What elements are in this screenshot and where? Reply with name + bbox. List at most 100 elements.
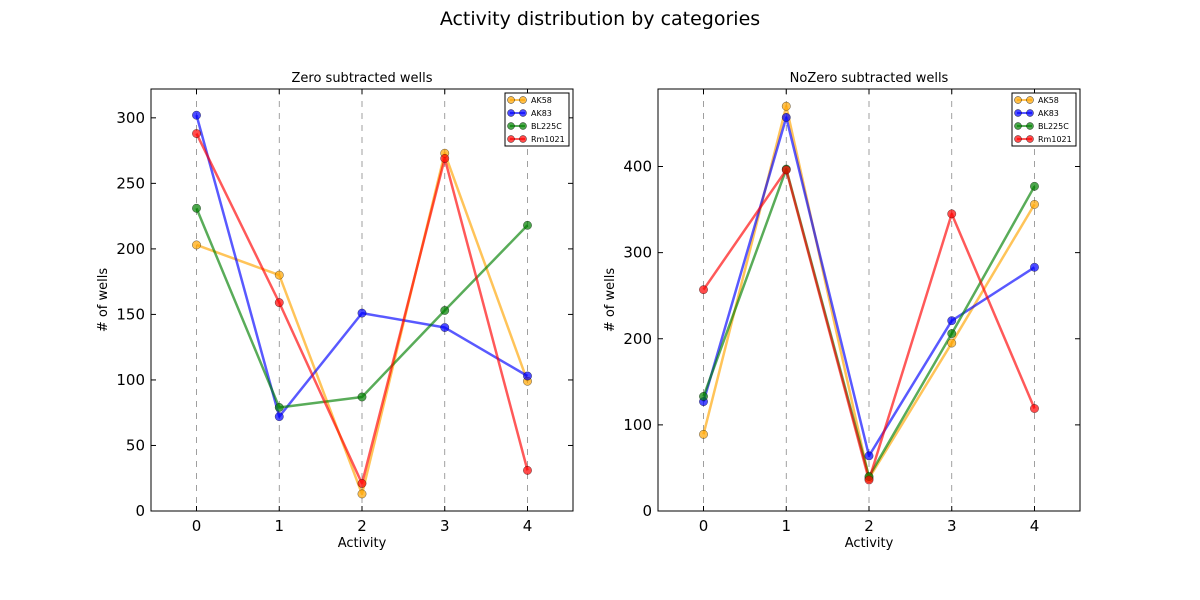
chart-panel-nozero-subtracted: 0 1 2 3 4 0 100 200 300 400 NoZero subtracted well… (603, 71, 1081, 551)
y-tick-label: 0 (642, 502, 652, 520)
y-axis-label: # of wells (96, 268, 111, 333)
figure-title: Activity distribution by categories (439, 8, 761, 30)
data-point-bl225c (274, 403, 284, 412)
x-tick-label: 2 (357, 517, 367, 535)
legend: AK58 AK83 BL225C Rm1021 (1011, 92, 1077, 147)
data-point-rm1021 (864, 475, 874, 485)
y-tick-label: 300 (116, 109, 145, 127)
legend-label: BL225C (1038, 122, 1069, 131)
y-tick-label: 150 (116, 305, 145, 323)
legend-marker (519, 122, 527, 130)
y-tick-label: 200 (116, 240, 145, 258)
legend-item: AK83 (1014, 109, 1059, 118)
data-point-ak58 (192, 240, 201, 250)
legend-marker (1026, 109, 1034, 117)
data-point-ak83 (192, 110, 201, 120)
data-point-ak83 (1030, 262, 1039, 272)
legend-marker (1014, 109, 1022, 117)
legend-marker (1026, 96, 1034, 104)
data-point-ak58 (357, 489, 367, 499)
legend-marker (1014, 96, 1022, 104)
data-point-bl225c (699, 392, 708, 401)
data-point-rm1021 (1030, 404, 1039, 413)
x-tick-label: 1 (274, 517, 284, 535)
data-point-ak58 (781, 101, 791, 111)
y-tick-label: 100 (623, 416, 652, 434)
legend-label: AK83 (531, 109, 552, 118)
data-point-ak83 (274, 412, 284, 422)
x-tick-label: 1 (781, 517, 791, 535)
data-point-ak83 (947, 316, 957, 326)
legend-item: BL225C (507, 122, 562, 131)
x-axis-label: Activity (338, 536, 387, 551)
data-point-rm1021 (947, 209, 957, 219)
data-point-ak83 (357, 308, 367, 318)
legend-marker (519, 135, 527, 143)
legend-box (504, 92, 570, 147)
y-axis-label: # of wells (603, 268, 618, 333)
x-tick-label: 4 (1030, 517, 1040, 535)
legend-marker (1026, 122, 1034, 130)
data-point-bl225c (947, 329, 957, 339)
x-tick-label: 3 (440, 517, 450, 535)
data-point-rm1021 (357, 479, 367, 488)
legend-marker (507, 122, 515, 130)
chart-panel-zero-subtracted: 0 1 2 3 4 0 50 100 150 200 250 300 Zero subtracted w… (96, 71, 574, 551)
y-tick-label: 400 (623, 158, 652, 176)
x-axis-label: Activity (845, 536, 894, 551)
x-tick-label: 3 (947, 517, 957, 535)
x-tick-label: 4 (523, 517, 533, 535)
data-point-bl225c (440, 306, 450, 315)
data-point-ak58 (699, 429, 708, 439)
legend-marker (1014, 122, 1022, 130)
data-point-rm1021 (781, 165, 791, 175)
panel-title: NoZero subtracted wells (790, 71, 949, 86)
data-point-ak58 (947, 338, 957, 348)
data-point-bl225c (192, 203, 201, 213)
legend-label: BL225C (531, 122, 562, 131)
legend-item: AK83 (507, 109, 552, 118)
x-tick-label: 0 (192, 517, 202, 535)
legend-item: Rm1021 (1014, 135, 1072, 144)
y-tick-label: 100 (116, 371, 145, 389)
data-point-rm1021 (274, 298, 284, 308)
legend-label: AK58 (531, 96, 552, 105)
x-tick-label: 0 (699, 517, 709, 535)
data-point-ak83 (523, 371, 532, 381)
y-tick-label: 50 (126, 436, 145, 454)
legend-marker (519, 109, 527, 117)
legend-item: BL225C (1014, 122, 1069, 131)
data-point-ak83 (864, 451, 874, 461)
data-point-ak83 (781, 112, 791, 122)
x-tick-label: 2 (864, 517, 874, 535)
legend-marker (519, 96, 527, 104)
legend-marker (1026, 135, 1034, 143)
legend-label: Rm1021 (1038, 135, 1072, 144)
legend-label: AK83 (1038, 109, 1059, 118)
legend: AK58 AK83 BL225C Rm1021 (504, 92, 570, 147)
y-tick-label: 300 (623, 244, 652, 262)
legend-box (1011, 92, 1077, 147)
data-point-bl225c (523, 220, 532, 230)
y-tick-label: 0 (135, 502, 145, 520)
data-point-rm1021 (699, 285, 708, 295)
legend-marker (507, 135, 515, 143)
legend-item: Rm1021 (507, 135, 565, 144)
data-point-ak58 (274, 270, 284, 280)
data-point-bl225c (357, 392, 367, 402)
legend-label: AK58 (1038, 96, 1059, 105)
legend-label: Rm1021 (531, 135, 565, 144)
data-point-rm1021 (192, 129, 201, 139)
legend-item: AK58 (507, 96, 552, 105)
y-tick-label: 200 (623, 330, 652, 348)
data-point-rm1021 (523, 465, 532, 475)
data-point-rm1021 (440, 154, 450, 163)
y-tick-label: 250 (116, 174, 145, 192)
legend-marker (507, 109, 515, 117)
legend-marker (507, 96, 515, 104)
legend-marker (1014, 135, 1022, 143)
legend-item: AK58 (1014, 96, 1059, 105)
panel-title: Zero subtracted wells (292, 71, 433, 86)
data-point-ak83 (440, 323, 450, 332)
